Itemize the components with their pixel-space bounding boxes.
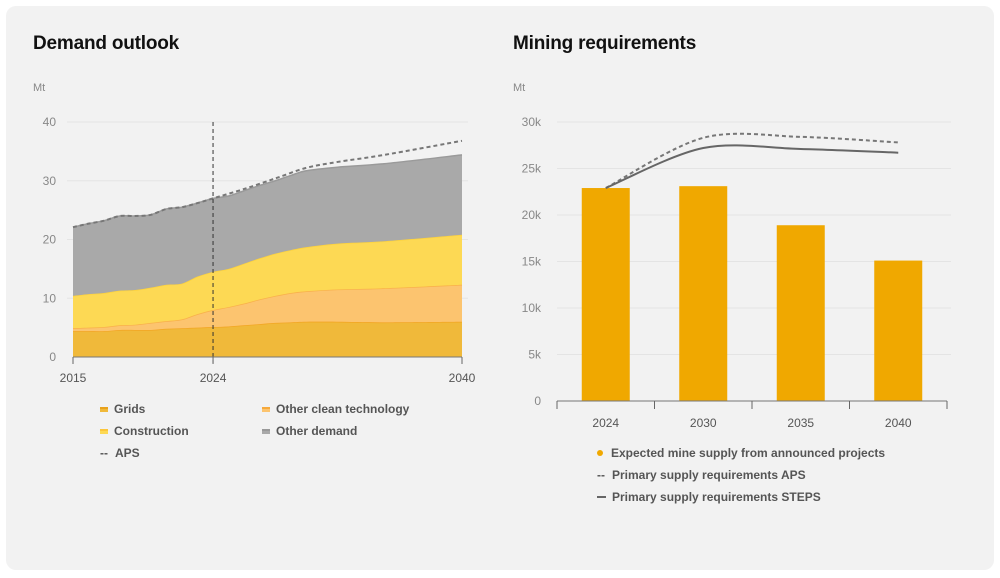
bar-2035 <box>776 225 825 401</box>
legend-label: Other demand <box>276 424 358 438</box>
other-demand-swatch-icon <box>262 428 270 434</box>
dashed-line-icon: -- <box>597 468 605 482</box>
legend-item-steps-requirements: Primary supply requirements STEPS <box>597 490 821 504</box>
legend-label: Other clean technology <box>276 402 410 416</box>
y-tick-label: 0 <box>49 350 56 364</box>
mining-requirements-title: Mining requirements <box>513 33 697 54</box>
demand-outlook-title: Demand outlook <box>33 33 180 54</box>
y-tick-label: 30 <box>43 174 57 188</box>
dashed-line-icon: -- <box>100 446 108 460</box>
legend-label: Expected mine supply from announced proj… <box>611 446 886 460</box>
y-tick-label: 25k <box>522 162 542 176</box>
construction-swatch-icon <box>100 428 108 434</box>
x-tick-label: 2040 <box>449 371 476 385</box>
legend-label: Grids <box>114 402 146 416</box>
y-tick-label: 30k <box>522 115 542 129</box>
y-tick-label: 15k <box>522 255 542 269</box>
area-construction <box>73 234 462 329</box>
y-tick-label: 10 <box>43 291 57 305</box>
y-tick-label: 20 <box>43 233 57 247</box>
x-tick-label: 2015 <box>60 371 87 385</box>
grids-swatch-icon <box>100 406 108 412</box>
legend-label: Construction <box>114 424 189 438</box>
demand-unit-label: Mt <box>33 82 46 94</box>
legend-item-grids: Grids <box>100 402 145 416</box>
area-other-clean-technology <box>73 284 462 332</box>
bar-2024 <box>581 188 630 401</box>
y-tick-label: 20k <box>522 208 542 222</box>
legend-item-aps: -- APS <box>100 446 140 460</box>
x-tick-label: 2040 <box>885 416 912 430</box>
legend-label: APS <box>115 446 140 460</box>
legend-label: Primary supply requirements STEPS <box>612 490 821 504</box>
x-tick-label: 2030 <box>690 416 717 430</box>
y-tick-label: 0 <box>534 394 541 408</box>
legend-item-expected-mine-supply: Expected mine supply from announced proj… <box>597 446 885 460</box>
y-tick-label: 40 <box>43 115 57 129</box>
aps-line <box>72 139 463 229</box>
area-other-demand <box>73 154 462 296</box>
legend-label: Primary supply requirements APS <box>612 468 806 482</box>
legend-item-aps-requirements: -- Primary supply requirements APS <box>597 468 806 482</box>
legend-item-other-demand: Other demand <box>262 424 357 438</box>
solid-line-icon <box>597 496 606 498</box>
x-tick-label: 2035 <box>787 416 814 430</box>
mining-unit-label: Mt <box>513 82 526 94</box>
other-clean-tech-swatch-icon <box>262 406 270 412</box>
bar-2040 <box>874 260 923 401</box>
legend-item-other-clean-technology: Other clean technology <box>262 402 409 416</box>
area-grids <box>73 321 462 357</box>
y-tick-label: 10k <box>522 301 542 315</box>
aps-requirements-line <box>605 132 899 189</box>
dot-icon <box>597 450 603 456</box>
steps-requirements-line <box>605 144 899 189</box>
bar-2030 <box>679 186 728 401</box>
legend-item-construction: Construction <box>100 424 189 438</box>
y-tick-label: 5k <box>528 348 542 362</box>
x-tick-label: 2024 <box>200 371 227 385</box>
x-tick-label: 2024 <box>592 416 619 430</box>
